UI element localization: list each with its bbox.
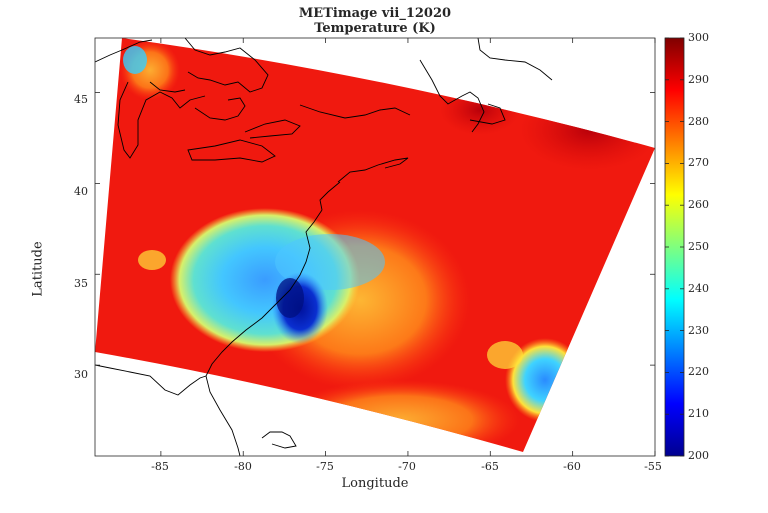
x-tick-label: -55 xyxy=(644,460,662,473)
colorbar-ticks xyxy=(665,37,684,457)
y-tick-label: 35 xyxy=(74,277,88,290)
y-axis-label: Latitude xyxy=(30,241,46,297)
x-axis-label: Longitude xyxy=(341,476,409,491)
axis-ticks xyxy=(95,38,656,456)
colorbar-tick-label: 210 xyxy=(688,407,709,420)
x-tick-label: -80 xyxy=(234,460,252,473)
colorbar-tick-label: 200 xyxy=(688,449,709,462)
colorbar-tick-label: 240 xyxy=(688,282,709,295)
x-tick-label: -85 xyxy=(151,460,169,473)
coastline-overlay xyxy=(95,38,553,456)
chart-title: METimage vii_12020 xyxy=(298,6,452,21)
y-tick-label: 30 xyxy=(74,368,88,381)
x-tick-label: -60 xyxy=(563,460,581,473)
x-tick-label: -75 xyxy=(316,460,334,473)
colorbar-tick-label: 280 xyxy=(688,115,709,128)
colorbar-tick-label: 230 xyxy=(688,324,709,337)
colorbar-tick-label: 290 xyxy=(688,73,709,86)
colorbar-tick-label: 220 xyxy=(688,365,709,378)
colorbar-tick-label: 270 xyxy=(688,156,709,169)
x-tick-label: -70 xyxy=(398,460,416,473)
x-tick-label: -65 xyxy=(481,460,499,473)
y-tick-label: 45 xyxy=(74,93,88,106)
axes-frame xyxy=(94,37,656,457)
colorbar-tick-label: 300 xyxy=(688,31,709,44)
colorbar-tick-label: 250 xyxy=(688,240,709,253)
chart-subtitle: Temperature (K) xyxy=(314,21,436,36)
colorbar-tick-label: 260 xyxy=(688,198,709,211)
y-tick-label: 40 xyxy=(74,185,88,198)
